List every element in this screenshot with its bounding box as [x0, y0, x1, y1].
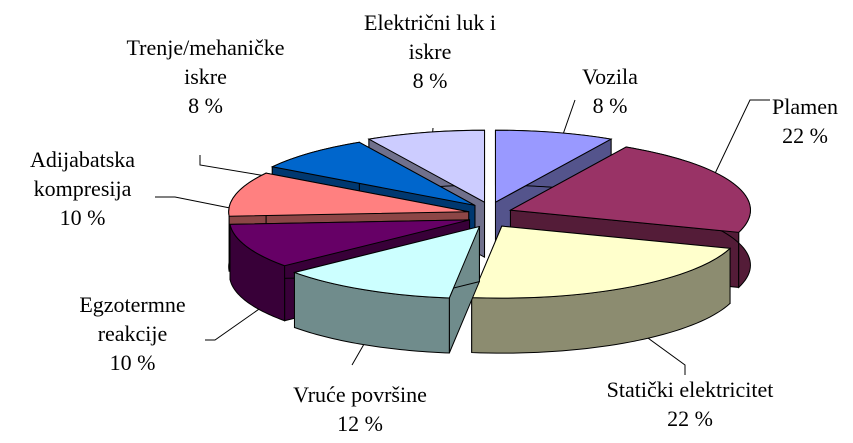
value-label: 8 % — [412, 68, 448, 93]
slice-label: Trenje/mehaničke iskre 8 % — [108, 33, 303, 120]
slice-label: Električni luk i iskre 8 % — [345, 8, 515, 95]
slice — [228, 172, 469, 217]
slice-label: Vruće površine 12 % — [250, 380, 470, 438]
slice — [229, 219, 470, 267]
pie — [228, 129, 751, 354]
category: Trenje/mehaničke iskre — [126, 35, 285, 89]
value-label: 10 % — [59, 205, 106, 230]
category: Plamen — [772, 94, 838, 119]
slice — [292, 225, 481, 299]
slice-label: Plamen 22 % — [755, 92, 853, 150]
value-label: 10 % — [109, 350, 156, 375]
category: Statički elektricitet — [606, 377, 774, 402]
slice — [470, 225, 732, 299]
value-label: 8 % — [188, 93, 223, 118]
slice-label: Adijabatska kompresija 10 % — [5, 145, 160, 232]
value-label: 22 % — [782, 123, 828, 148]
slice — [367, 129, 486, 204]
value-label: 22 % — [667, 406, 713, 431]
leader-line — [155, 196, 251, 213]
slice-label: Vozila 8 % — [565, 62, 655, 120]
slice — [508, 146, 751, 233]
value-label: 8 % — [592, 93, 628, 118]
leader-line — [699, 99, 770, 206]
slice-label: Egzotermne reakcije 10 % — [60, 290, 205, 377]
category: Vozila — [582, 64, 638, 89]
category: Vruće površine — [293, 382, 427, 407]
category: Adijabatska kompresija — [29, 147, 136, 201]
category: Električni luk i iskre — [364, 10, 496, 64]
leader-line — [205, 299, 273, 341]
slice — [494, 129, 613, 204]
category: Egzotermne reakcije — [79, 292, 186, 346]
value-label: 12 % — [337, 411, 383, 436]
slice-label: Statički elektricitet 22 % — [555, 375, 825, 433]
slice — [270, 141, 476, 206]
